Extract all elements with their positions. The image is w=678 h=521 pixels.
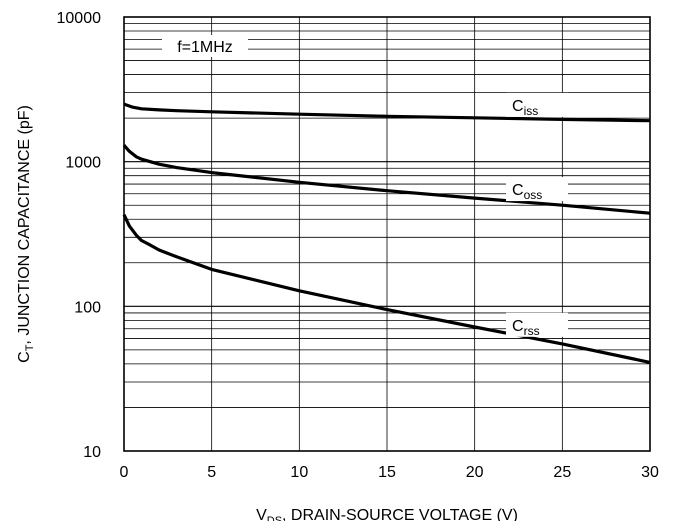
x-tick-labels: 0 5 10 15 20 25 30: [120, 464, 659, 481]
series-label-background: [506, 92, 569, 117]
series-coss-label: Coss: [512, 182, 542, 202]
plot-frame: [123, 16, 651, 452]
x-axis-title-rest: , DRAIN-SOURCE VOLTAGE (V): [282, 507, 518, 521]
x-axis-title: VDS, DRAIN-SOURCE VOLTAGE (V): [256, 507, 518, 521]
x-tick-label: 20: [466, 464, 484, 481]
y-axis-title-rest: , JUNCTION CAPACITANCE (pF): [16, 105, 33, 344]
x-tick-label: 0: [120, 464, 129, 481]
series-ciss-line: [123, 102, 651, 123]
series-label-background: [506, 177, 569, 202]
series-crss-label: Crss: [512, 318, 540, 338]
y-axis-title-main: C: [16, 351, 33, 363]
grid-lines: [124, 17, 650, 451]
series-lines: [122, 102, 651, 364]
x-axis-title-sub: DS: [267, 515, 282, 521]
series-coss-line: [122, 144, 651, 215]
y-tick-label: 100: [74, 299, 101, 316]
x-tick-label: 5: [207, 464, 216, 481]
y-tick-label: 10000: [57, 10, 102, 27]
y-axis-title-sub: T: [24, 344, 36, 351]
x-tick-label: 30: [641, 464, 659, 481]
x-tick-label: 15: [378, 464, 396, 481]
y-tick-label: 1000: [65, 155, 101, 172]
y-axis-title: CT, JUNCTION CAPACITANCE (pF): [16, 105, 36, 363]
x-tick-label: 10: [290, 464, 308, 481]
y-tick-labels: 10 100 1000 10000: [57, 10, 102, 461]
x-axis-title-main: V: [256, 507, 267, 521]
y-tick-label: 10: [83, 444, 101, 461]
frequency-annotation-text: f=1MHz: [177, 39, 233, 56]
series-crss-line: [122, 214, 651, 364]
x-tick-label: 25: [553, 464, 571, 481]
frequency-annotation: f=1MHz: [162, 35, 248, 57]
series-labels: Ciss Coss Crss: [506, 92, 569, 338]
series-ciss-label: Ciss: [512, 98, 538, 118]
series-label-background: [506, 312, 569, 337]
